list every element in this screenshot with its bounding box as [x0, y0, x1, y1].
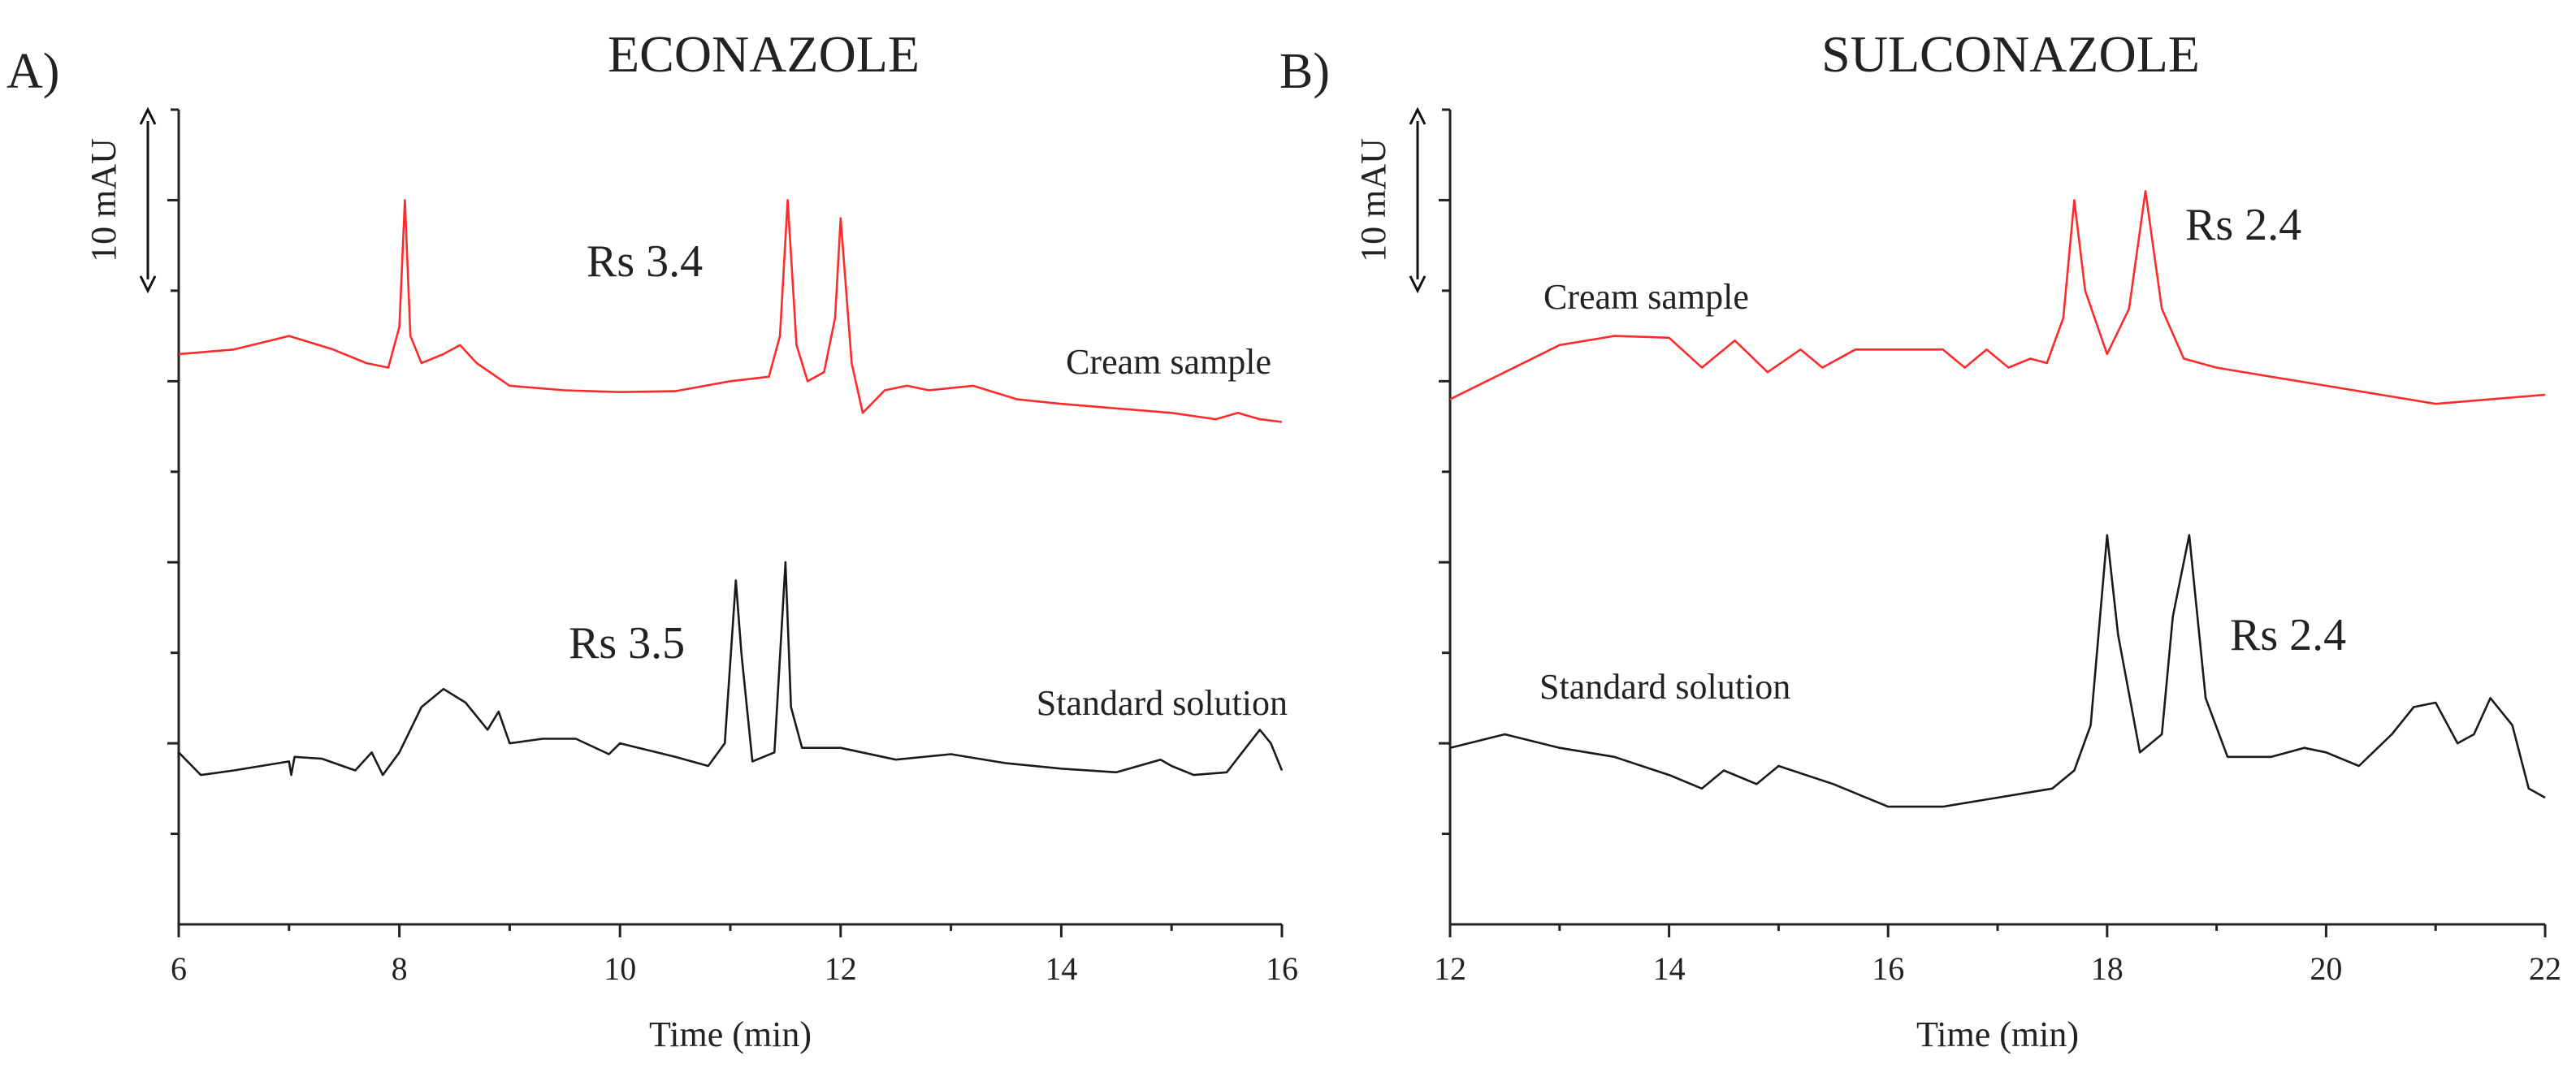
- scale-bar: [139, 106, 157, 294]
- resolution-label: Rs 3.5: [569, 618, 685, 668]
- x-tick-label: 20: [2310, 950, 2342, 987]
- x-tick-label: 16: [1266, 950, 1298, 987]
- x-tick-label: 16: [1872, 950, 1904, 987]
- x-tick-label: 6: [171, 950, 187, 987]
- panel-title: ECONAZOLE: [608, 25, 920, 83]
- scale-bar-label: 10 mAU: [84, 138, 123, 262]
- trace-label: Standard solution: [1037, 683, 1288, 723]
- x-tick-label: 14: [1045, 950, 1077, 987]
- panel-title: SULCONAZOLE: [1821, 25, 2200, 83]
- resolution-label: Rs 2.4: [2230, 610, 2346, 660]
- x-tick-label: 18: [2091, 950, 2124, 987]
- series-line-standard-solution: [178, 560, 1284, 777]
- chart-panel-b: [1439, 108, 2547, 937]
- panel-letter: A): [6, 44, 59, 99]
- series-line-cream-sample: [178, 199, 1283, 423]
- series-line-standard-solution: [1449, 534, 2546, 808]
- scale-bar: [1409, 106, 1427, 294]
- trace-label: Cream sample: [1543, 277, 1749, 317]
- resolution-label: Rs 2.4: [2185, 200, 2301, 250]
- x-tick-label: 14: [1653, 950, 1686, 987]
- scale-bar-label: 10 mAU: [1353, 138, 1393, 262]
- x-tick-label: 8: [392, 950, 408, 987]
- series-line-cream-sample: [1449, 190, 2546, 405]
- x-tick-label: 10: [604, 950, 636, 987]
- x-tick-label: 22: [2529, 950, 2561, 987]
- panel-letter: B): [1279, 44, 1330, 99]
- resolution-label: Rs 3.4: [587, 236, 703, 287]
- x-tick-label: 12: [825, 950, 857, 987]
- chart-panel-a: [167, 108, 1284, 937]
- x-axis-label: Time (min): [1916, 1015, 2079, 1054]
- x-tick-label: 12: [1434, 950, 1466, 987]
- x-axis-label: Time (min): [649, 1015, 812, 1054]
- trace-label: Cream sample: [1066, 342, 1271, 382]
- trace-label: Standard solution: [1539, 667, 1790, 707]
